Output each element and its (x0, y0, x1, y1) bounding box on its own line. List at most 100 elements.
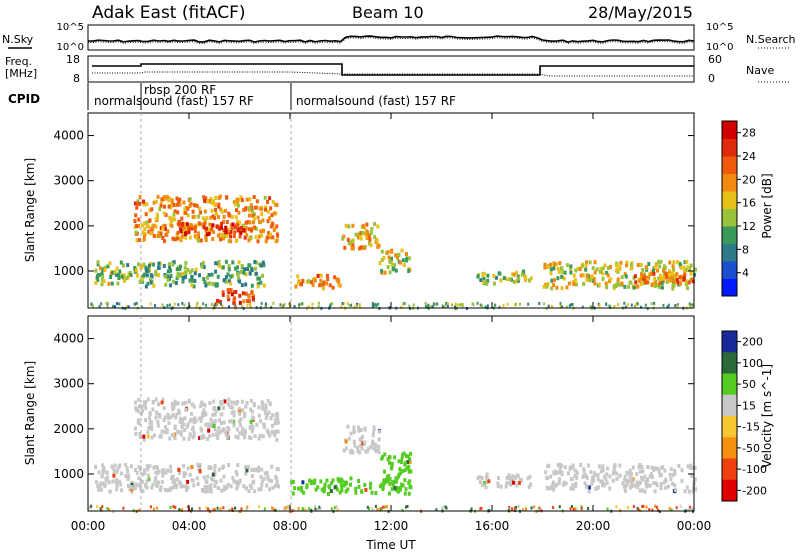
velocity-cell-1-67 (137, 397, 141, 402)
power-cell-0-47 (119, 260, 123, 265)
velocity-cell-0-76 (250, 474, 254, 478)
power-cell-1-340 (217, 196, 221, 200)
velocity-cell-6-88 (551, 480, 555, 485)
power-colorbar-tick-label-0: 4 (742, 267, 749, 280)
velocity-cell-0-208 (263, 471, 267, 476)
velocity-cell-3-40 (409, 469, 413, 474)
power-cell-3-104 (183, 275, 187, 280)
power-cell-1-12 (164, 212, 168, 217)
velocity-cell-0-151 (148, 463, 152, 468)
power-cell-7-29 (388, 259, 392, 264)
velocity-cell-0-149 (250, 467, 254, 472)
velocity-cell-1-167 (263, 411, 267, 416)
velocity-cell-4-37 (344, 446, 348, 451)
power-near-cell-12 (626, 303, 629, 307)
power-cell-1-174 (166, 229, 170, 234)
power-near-cell-50 (308, 305, 310, 309)
power-cell-1-287 (137, 217, 141, 222)
power-cell-2-29 (239, 230, 243, 235)
power-cell-1-227 (219, 207, 223, 212)
power-cell-1-214 (199, 238, 203, 243)
velocity-cell-4-49 (377, 450, 381, 455)
power-cell-1-301 (223, 208, 227, 213)
power-cell-3-154 (253, 259, 257, 264)
power-cell-3-100 (257, 276, 261, 281)
velocity-cell-1-142 (215, 432, 219, 437)
velocity-cell-1-261 (213, 412, 217, 417)
velocity-near-cell-23 (368, 507, 371, 511)
power-cell-1-94 (227, 230, 231, 235)
power-cell-0-45 (129, 273, 133, 277)
velocity-cell-3-6 (409, 451, 413, 456)
power-cell-1-330 (151, 226, 155, 231)
power-cell-1-183 (134, 213, 138, 218)
power-cell-2-39 (242, 228, 246, 233)
power-cell-5-35 (326, 277, 330, 282)
velocity-cell-1-269 (162, 406, 166, 410)
power-cell-9-169 (606, 273, 610, 278)
power-cell-1-282 (156, 213, 159, 218)
velocity-cell-1-293 (266, 399, 270, 403)
velocity-cell-0-11 (205, 485, 209, 490)
power-cell-3-112 (190, 274, 194, 279)
power-cell-10-15 (634, 280, 638, 285)
velocity-cell-4-40 (342, 448, 346, 453)
velocity-cell-1-240 (225, 435, 229, 440)
power-cell-9-145 (642, 272, 646, 277)
power-cell-1-236 (243, 207, 247, 212)
velocity-cell-0-154 (196, 482, 200, 486)
power-cell-1-175 (260, 212, 264, 216)
velocity-cell-0-8 (236, 463, 240, 468)
velocity-cell-0-98 (161, 473, 165, 478)
velocity-cell-5-31 (476, 476, 480, 481)
power-cell-6-6 (368, 237, 372, 242)
power-cell-9-134 (543, 262, 547, 267)
power-cell-2-23 (178, 224, 182, 229)
velocity-cell-6-168 (596, 486, 600, 491)
velocity-near-cell-95 (271, 506, 273, 510)
power-cell-9-153 (653, 265, 657, 270)
power-cell-1-146 (222, 214, 226, 219)
power-cell-4-29 (228, 288, 232, 293)
velocity-cell-4-53 (352, 428, 356, 433)
velocity-cell-0-244 (155, 483, 159, 488)
power-cell-3-108 (259, 263, 263, 268)
sky-tick-bottom: 10^0 (57, 42, 84, 53)
velocity-cell-5-5 (508, 476, 512, 480)
power-cell-1-302 (271, 222, 275, 227)
power-cell-0-52 (120, 274, 124, 279)
velocity-cell-1-161 (181, 417, 185, 422)
power-near-cell-150 (283, 303, 286, 307)
power-near-cell-183 (436, 302, 439, 306)
velocity-cell-0-79 (156, 465, 159, 470)
velocity-cell-0-94 (139, 486, 143, 491)
power-near-cell-82 (272, 301, 275, 305)
power-cell-9-92 (665, 279, 669, 284)
power-cell-9-195 (630, 262, 633, 267)
velocity-near-cell-168 (382, 505, 385, 509)
velocity-cell-0-250 (227, 463, 230, 467)
velocity-near-cell-83 (287, 504, 290, 508)
power-cell-1-170 (204, 196, 208, 201)
power-cell-1-241 (201, 216, 205, 221)
power-cell-0-3 (100, 282, 104, 287)
velocity-near-cell-108 (648, 508, 651, 512)
power-cell-6-37 (363, 231, 367, 236)
velocity-cell-2-55 (291, 491, 295, 496)
velocity-cell-6-54 (656, 466, 660, 471)
noise-panel: N.Sky 10^5 10^0 10^5 10^0 N.Search (2, 22, 796, 53)
velocity-near-cell-146 (675, 506, 678, 510)
velocity-near-cell-59 (319, 506, 322, 510)
power-cell-3-65 (216, 274, 220, 279)
velocity-cell-6-155 (558, 477, 562, 482)
power-cell-9-25 (672, 267, 676, 272)
freq-panel: Freq. [MHz] 18 8 60 0 Nave (5, 53, 790, 85)
velocity-cell-6-134 (645, 484, 649, 489)
velocity-cell-6-143 (627, 471, 631, 476)
power-cell-8-14 (524, 278, 527, 283)
velocity-near-cell-170 (138, 508, 141, 512)
velocity-colorbar-swatch-7 (722, 479, 737, 502)
power-cell-0-39 (110, 281, 114, 286)
power-cell-0-50 (125, 276, 129, 280)
power-cell-3-164 (154, 272, 158, 277)
